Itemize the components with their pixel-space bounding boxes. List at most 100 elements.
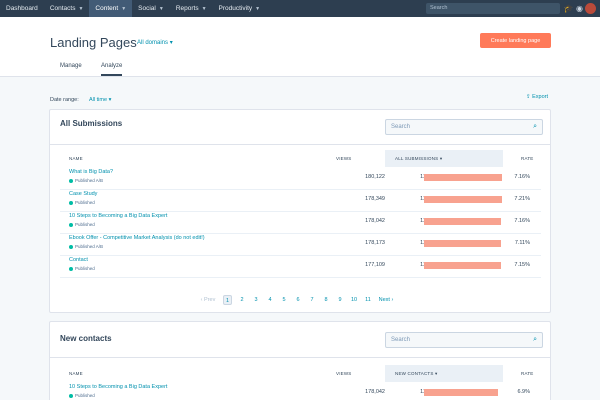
table-row: 10 Steps to Becoming a Big Data Expert Pu… bbox=[60, 382, 541, 400]
status-badge: Published bbox=[69, 266, 95, 271]
prev-label: Prev bbox=[204, 297, 216, 303]
views-value: 178,349 bbox=[365, 196, 385, 202]
chevron-left-icon: ‹ bbox=[200, 297, 203, 303]
landing-page-link[interactable]: Contact bbox=[69, 257, 88, 263]
status-badge: Published A/B bbox=[69, 178, 103, 183]
status-badge: Published A/B bbox=[69, 244, 103, 249]
page-6-button[interactable]: 6 bbox=[296, 297, 300, 303]
column-header-name[interactable]: NAME bbox=[69, 371, 83, 376]
submissions-bar bbox=[424, 218, 502, 225]
page-9-button[interactable]: 9 bbox=[338, 297, 342, 303]
column-header-name[interactable]: NAME bbox=[69, 156, 83, 161]
page-header: Landing Pages All domains ▾ Create landi… bbox=[0, 17, 600, 77]
nav-label: Contacts bbox=[49, 5, 76, 12]
tab-manage[interactable]: Manage bbox=[60, 63, 82, 69]
submissions-bar bbox=[424, 262, 501, 269]
rate-value: 7.16% bbox=[514, 174, 530, 180]
date-range-dropdown[interactable]: All time ▾ bbox=[89, 97, 111, 103]
nav-contacts[interactable]: Contacts ▼ bbox=[44, 0, 90, 17]
column-header-rate[interactable]: RATE bbox=[521, 371, 534, 376]
status-dot-icon bbox=[69, 222, 73, 227]
prev-page-button[interactable]: ‹ Prev bbox=[196, 295, 220, 305]
top-navigation: Dashboard Contacts ▼ Content ▼ Social ▼ Rep… bbox=[0, 0, 600, 17]
search-icon: ⌕ bbox=[533, 336, 537, 343]
landing-page-link[interactable]: Ebook Offer - Competitive Market Analysi… bbox=[69, 235, 205, 241]
chevron-down-icon: ▾ bbox=[108, 97, 112, 103]
views-value: 180,122 bbox=[365, 174, 385, 180]
sorted-column-header-bg bbox=[385, 365, 503, 382]
status-dot-icon bbox=[69, 200, 73, 205]
contacts-search-input[interactable]: Search ⌕ bbox=[385, 332, 543, 348]
date-range-label: Date range: bbox=[50, 97, 79, 103]
status-text: Published A/B bbox=[75, 178, 104, 183]
page-4-button[interactable]: 4 bbox=[268, 297, 272, 303]
submissions-bar bbox=[424, 174, 502, 181]
page-2-button[interactable]: 2 bbox=[240, 297, 244, 303]
status-text: Published bbox=[75, 200, 95, 205]
table-row: 10 Steps to Becoming a Big Data Expert Pu… bbox=[60, 211, 541, 234]
page-1-button[interactable]: 1 bbox=[223, 295, 232, 305]
sort-desc-icon: ▾ bbox=[435, 371, 438, 376]
views-value: 178,042 bbox=[365, 218, 385, 224]
rate-value: 7.11% bbox=[514, 240, 530, 246]
landing-page-link[interactable]: Case Study bbox=[69, 191, 98, 197]
column-header-views[interactable]: VIEWS bbox=[336, 371, 352, 376]
global-search-input[interactable]: Search bbox=[426, 3, 560, 14]
page-10-button[interactable]: 10 bbox=[350, 297, 358, 303]
nav-dashboard[interactable]: Dashboard bbox=[0, 0, 44, 17]
status-dot-icon bbox=[69, 266, 73, 271]
export-label: Export bbox=[532, 94, 549, 100]
chevron-down-icon: ▼ bbox=[158, 5, 164, 12]
chevron-down-icon: ▾ bbox=[169, 40, 173, 46]
status-text: Published A/B bbox=[75, 244, 104, 249]
new-contacts-bar bbox=[424, 389, 499, 396]
domain-filter-dropdown[interactable]: All domains ▾ bbox=[137, 39, 173, 46]
notifications-icon[interactable]: ◉ bbox=[576, 4, 583, 13]
status-text: Published bbox=[75, 393, 95, 398]
chevron-down-icon: ▼ bbox=[121, 5, 127, 12]
card-title: All Submissions bbox=[60, 119, 123, 128]
nav-label: Productivity bbox=[218, 5, 253, 12]
column-header-submissions[interactable]: ALL SUBMISSIONS ▾ bbox=[395, 156, 442, 162]
column-header-contacts[interactable]: NEW CONTACTS ▾ bbox=[395, 371, 438, 377]
next-page-button[interactable]: Next › bbox=[375, 295, 397, 305]
rate-value: 6.9% bbox=[517, 389, 530, 395]
create-landing-page-button[interactable]: Create landing page bbox=[480, 33, 551, 48]
card-title: New contacts bbox=[60, 334, 112, 343]
page-11-button[interactable]: 11 bbox=[365, 297, 371, 303]
nav-label: Reports bbox=[175, 5, 199, 12]
chevron-down-icon: ▼ bbox=[255, 5, 261, 12]
page-5-button[interactable]: 5 bbox=[282, 297, 286, 303]
date-range-value: All time bbox=[89, 97, 108, 103]
rate-value: 7.15% bbox=[514, 262, 530, 268]
column-header-views[interactable]: VIEWS bbox=[336, 156, 352, 161]
export-button[interactable]: ⇪ Export bbox=[526, 94, 548, 100]
landing-page-link[interactable]: 10 Steps to Becoming a Big Data Expert bbox=[69, 213, 168, 219]
search-placeholder: Search bbox=[391, 337, 411, 343]
landing-page-link[interactable]: 10 Steps to Becoming a Big Data Expert bbox=[69, 384, 168, 390]
graduation-cap-icon[interactable]: 🎓 bbox=[563, 4, 574, 13]
nav-productivity[interactable]: Productivity ▼ bbox=[213, 0, 267, 17]
table-row: Ebook Offer - Competitive Market Analysi… bbox=[60, 233, 541, 256]
page-8-button[interactable]: 8 bbox=[324, 297, 328, 303]
nav-label: Dashboard bbox=[6, 5, 38, 12]
search-placeholder: Search bbox=[391, 124, 411, 130]
all-submissions-card: All Submissions Search ⌕ NAME VIEWS ALL … bbox=[49, 109, 551, 313]
column-header-label: ALL SUBMISSIONS bbox=[395, 156, 439, 161]
page-3-button[interactable]: 3 bbox=[254, 297, 258, 303]
landing-page-link[interactable]: What is Big Data? bbox=[69, 169, 114, 175]
pagination: ‹ Prev 1 2 3 4 5 6 7 8 9 10 11 Next › bbox=[196, 295, 397, 305]
sorted-column-header-bg bbox=[385, 150, 503, 167]
submissions-bar bbox=[424, 196, 502, 203]
nav-content[interactable]: Content ▼ bbox=[89, 0, 133, 17]
avatar[interactable] bbox=[585, 3, 596, 14]
nav-reports[interactable]: Reports ▼ bbox=[170, 0, 213, 17]
status-dot-icon bbox=[69, 244, 73, 249]
submissions-search-input[interactable]: Search ⌕ bbox=[385, 119, 543, 135]
submissions-bar bbox=[424, 240, 501, 247]
nav-social[interactable]: Social ▼ bbox=[132, 0, 170, 17]
page-7-button[interactable]: 7 bbox=[310, 297, 314, 303]
status-text: Published bbox=[75, 222, 95, 227]
tab-analyze[interactable]: Analyze bbox=[101, 63, 123, 76]
column-header-rate[interactable]: RATE bbox=[521, 156, 534, 161]
